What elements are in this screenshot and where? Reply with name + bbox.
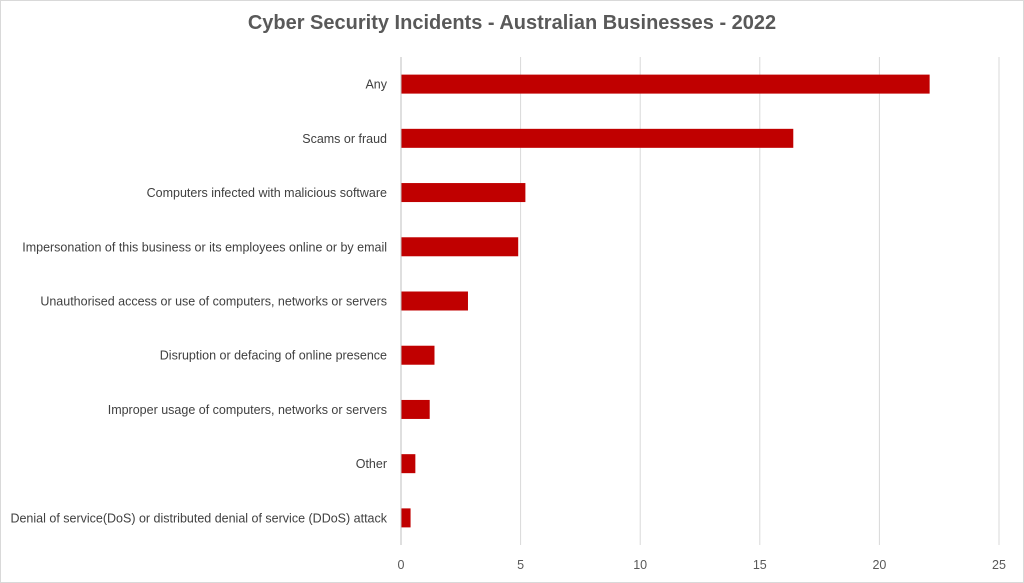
category-label: Other	[356, 457, 387, 471]
bar	[401, 345, 435, 365]
category-label: Any	[365, 78, 387, 92]
bar	[401, 183, 526, 203]
x-tick-label: 25	[992, 558, 1006, 572]
x-axis-tick-labels: 0 5 10 15 20 25	[398, 558, 1006, 572]
x-tick-label: 10	[633, 558, 647, 572]
category-label: Improper usage of computers, networks or…	[108, 403, 387, 417]
category-label: Denial of service(DoS) or distributed de…	[10, 511, 387, 525]
bar	[401, 454, 416, 474]
category-label: Disruption or defacing of online presenc…	[160, 349, 387, 363]
category-labels: Any Scams or fraud Computers infected with…	[10, 78, 387, 526]
bar	[401, 399, 430, 419]
bar	[401, 74, 930, 94]
category-label: Unauthorised access or use of computers,…	[40, 295, 387, 309]
category-label: Computers infected with malicious softwa…	[147, 186, 387, 200]
bars	[401, 74, 930, 528]
x-tick-label: 20	[872, 558, 886, 572]
bar	[401, 508, 411, 528]
chart-title: Cyber Security Incidents - Australian Bu…	[247, 12, 777, 34]
category-label: Impersonation of this business or its em…	[22, 240, 387, 254]
x-tick-label: 15	[753, 558, 767, 572]
bar	[401, 291, 468, 311]
bar	[401, 237, 519, 257]
bar	[401, 128, 794, 148]
x-tick-label: 5	[517, 558, 524, 572]
x-tick-label: 0	[398, 558, 405, 572]
category-label: Scams or fraud	[302, 132, 387, 146]
